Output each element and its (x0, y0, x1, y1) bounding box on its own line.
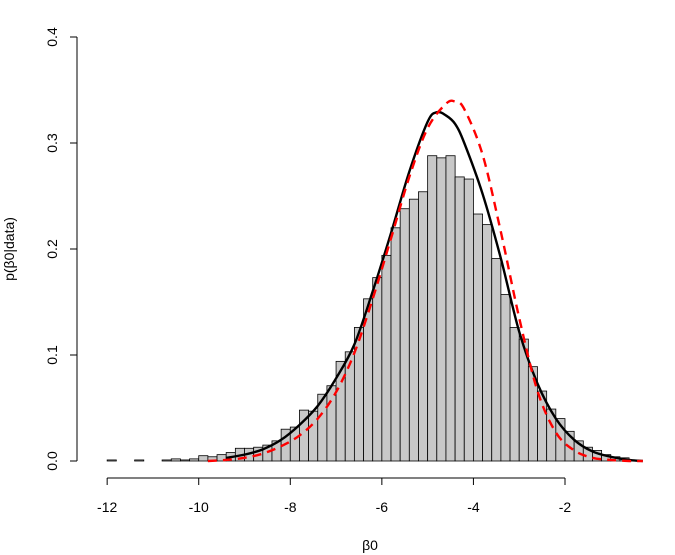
histogram-bar (473, 213, 483, 462)
histogram-bar (106, 459, 117, 462)
solid-density-curve (225, 110, 643, 463)
histogram-bar (326, 385, 337, 462)
histogram-bars (106, 155, 639, 462)
histogram-bar (408, 198, 419, 462)
x-tick-label: -10 (189, 499, 209, 515)
histogram-bar (170, 458, 181, 462)
histogram-bar (180, 459, 190, 462)
histogram-bar (445, 155, 456, 462)
histogram-bar (189, 458, 200, 462)
histogram-bar (390, 227, 401, 462)
histogram-bar (418, 191, 429, 462)
histogram-bar (161, 459, 172, 462)
x-tick-label: -8 (284, 499, 297, 515)
x-tick-label: -4 (467, 499, 480, 515)
histogram-bar (454, 176, 465, 462)
histogram-bar (198, 455, 209, 462)
y-tick-label: 0.0 (44, 451, 60, 471)
y-tick-label: 0.2 (44, 239, 60, 259)
x-axis: -12 -10 -8 -6 -4 -2 (97, 477, 572, 515)
y-axis-title: p(β0|data) (1, 217, 17, 281)
histogram-bar (500, 294, 511, 462)
y-tick-label: 0.1 (44, 345, 60, 365)
histogram-bar (399, 208, 410, 462)
histogram-bar (491, 258, 502, 462)
x-tick-label: -6 (376, 499, 389, 515)
histogram-bar (134, 459, 145, 462)
histogram-bar (509, 327, 520, 462)
histogram-bar (463, 178, 474, 462)
density-curves (207, 99, 643, 463)
y-tick-label: 0.4 (44, 27, 60, 47)
histogram-bar (436, 157, 447, 462)
x-tick-label: -12 (97, 499, 117, 515)
y-tick-label: 0.3 (44, 133, 60, 153)
y-axis: 0.0 0.1 0.2 0.3 0.4 (44, 27, 78, 471)
histogram-bar (372, 277, 383, 462)
histogram-bar (381, 254, 392, 462)
x-tick-label: -2 (559, 499, 572, 515)
histogram-bar (344, 351, 355, 462)
histogram-bar (427, 155, 438, 462)
histogram-bar (482, 224, 493, 462)
x-axis-title: β0 (362, 537, 378, 553)
dashed-density-curve (207, 99, 643, 463)
